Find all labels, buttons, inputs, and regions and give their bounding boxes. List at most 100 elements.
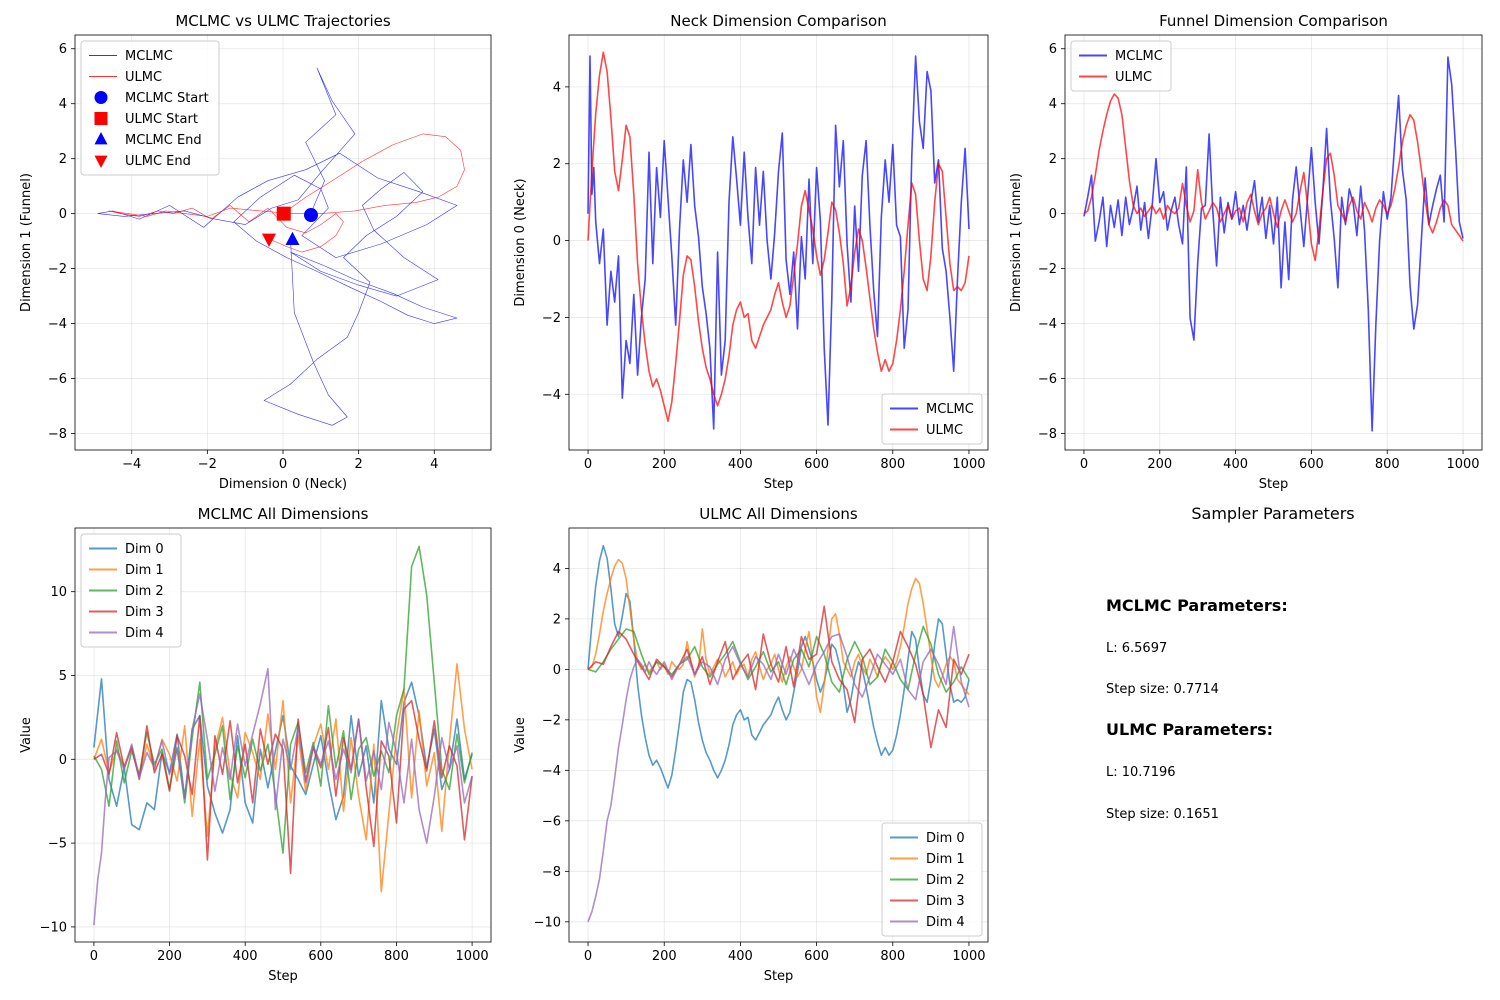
x-axis-label: Step: [764, 477, 794, 492]
legend-label-dim-4: Dim 4: [926, 915, 965, 930]
y-tick-label: −6: [542, 814, 561, 829]
x-tick-label: 800: [880, 457, 905, 472]
legend-label-dim-1: Dim 1: [125, 563, 164, 578]
y-tick-label: 2: [1049, 152, 1057, 167]
y-axis-label: Value: [513, 717, 528, 753]
series-line-mclmc: [97, 67, 458, 426]
y-tick-label: 10: [50, 585, 67, 600]
axes-frame: [74, 527, 492, 943]
marker-ulmc-end: [262, 233, 277, 247]
chart-panel-5: 0 200 400 600 800 1000 −10 −8 −6 −4 −2 0 2 4 ULMC All …: [513, 505, 989, 984]
axes-frame: [1064, 34, 1483, 451]
x-tick-label: 400: [233, 949, 258, 964]
x-tick-label: 1000: [952, 457, 985, 472]
legend-label-mclmc: MCLMC: [125, 49, 173, 64]
marker-mclmc-end: [285, 231, 300, 246]
y-tick-label: −8: [48, 427, 67, 442]
y-tick-label: 2: [553, 157, 561, 172]
x-tick-label: 0: [90, 949, 98, 964]
y-tick-label: −6: [48, 372, 67, 387]
x-tick-label: 0: [584, 949, 592, 964]
y-tick-label: 5: [59, 669, 67, 684]
x-tick-label: 0: [1080, 457, 1088, 472]
y-tick-label: −4: [542, 764, 561, 779]
legend-label-ulmc: ULMC: [1115, 70, 1152, 85]
y-tick-label: −10: [40, 920, 67, 935]
chart-panel-3: 0 200 400 600 800 1000 −8 −6 −4 −2 0 2 4 6 Funnel Dime…: [1009, 12, 1483, 492]
legend-label-ulmc-start: ULMC Start: [125, 112, 198, 127]
series-line-dim-2: [587, 625, 970, 693]
x-axis-label: Step: [1259, 477, 1289, 492]
y-tick-label: 4: [553, 80, 561, 95]
y-axis-label: Dimension 0 (Neck): [513, 178, 528, 306]
series-line-dim-4: [93, 667, 473, 926]
legend: MCLMC ULMC: [1070, 40, 1172, 92]
chart-title: Neck Dimension Comparison: [670, 12, 886, 30]
y-tick-label: −5: [48, 837, 67, 852]
chart-panel-4: 0 200 400 600 800 1000 −10 −5 0 5 10 MCLMC All Dime…: [19, 505, 492, 984]
series-line-dim-3: [93, 699, 473, 875]
mclmc-parameters-heading: MCLMC Parameters:: [1106, 596, 1288, 615]
y-tick-label: 6: [1049, 42, 1057, 57]
y-tick-label: 4: [1049, 97, 1057, 112]
mclmc-step-size: Step size: 0.7714: [1106, 682, 1219, 697]
sampler-parameters-title: Sampler Parameters: [1191, 504, 1354, 523]
legend-label-dim-4: Dim 4: [125, 626, 164, 641]
legend-label-dim-3: Dim 3: [125, 605, 164, 620]
legend-label-mclmc-start: MCLMC Start: [125, 91, 209, 106]
y-tick-label: −2: [542, 713, 561, 728]
axes-frame: [568, 34, 989, 451]
y-tick-label: 2: [59, 152, 67, 167]
sampler-parameters-panel: Sampler Parameters MCLMC Parameters: L: …: [1106, 504, 1355, 822]
y-tick-label: 0: [553, 663, 561, 678]
legend-label-ulmc-end: ULMC End: [125, 154, 191, 169]
x-tick-label: 600: [804, 949, 829, 964]
y-tick-label: 0: [553, 234, 561, 249]
y-tick-label: 0: [59, 753, 67, 768]
y-tick-label: −4: [1038, 317, 1057, 332]
legend-marker-mclmc-start: [94, 91, 108, 104]
marker-mclmc-start: [303, 208, 318, 223]
y-tick-label: 2: [553, 612, 561, 627]
legend-label-ulmc: ULMC: [926, 423, 963, 438]
series-line-dim-3: [587, 605, 970, 749]
y-tick-label: −4: [48, 317, 67, 332]
legend: Dim 0 Dim 1 Dim 2 Dim 3 Dim 4: [80, 533, 182, 648]
y-tick-label: −8: [542, 865, 561, 880]
x-tick-label: 2: [354, 457, 362, 472]
legend-label-mclmc: MCLMC: [1115, 49, 1163, 64]
y-tick-label: −4: [542, 388, 561, 403]
ulmc-l-value: L: 10.7196: [1106, 765, 1176, 780]
x-tick-label: 4: [430, 457, 438, 472]
chart-title: Funnel Dimension Comparison: [1159, 12, 1388, 30]
x-tick-label: −4: [122, 457, 141, 472]
x-tick-label: 200: [652, 457, 677, 472]
marker-ulmc-start: [276, 206, 291, 221]
y-tick-label: −2: [542, 311, 561, 326]
x-axis-label: Step: [764, 969, 794, 984]
legend: MCLMC ULMC: [881, 393, 983, 445]
series-line-mclmc: [587, 55, 970, 430]
chart-title: ULMC All Dimensions: [699, 505, 858, 523]
x-tick-label: 200: [652, 949, 677, 964]
y-axis-label: Dimension 1 (Funnel): [1009, 173, 1024, 312]
x-axis-label: Step: [268, 969, 298, 984]
y-tick-label: −2: [48, 262, 67, 277]
x-tick-label: 0: [584, 457, 592, 472]
legend-label-dim-1: Dim 1: [926, 852, 965, 867]
legend-label-dim-2: Dim 2: [125, 584, 164, 599]
x-tick-label: 600: [1299, 457, 1324, 472]
chart-title: MCLMC vs ULMC Trajectories: [175, 12, 391, 30]
legend-marker-ulmc-start: [94, 112, 108, 125]
x-tick-label: 1000: [456, 949, 489, 964]
legend-label-mclmc: MCLMC: [926, 402, 974, 417]
x-tick-label: 800: [384, 949, 409, 964]
chart-title: MCLMC All Dimensions: [198, 505, 369, 523]
x-tick-label: 800: [1375, 457, 1400, 472]
ulmc-parameters-heading: ULMC Parameters:: [1106, 720, 1273, 739]
legend-label-dim-2: Dim 2: [926, 873, 965, 888]
series-line-ulmc: [587, 51, 970, 423]
x-tick-label: −2: [198, 457, 217, 472]
x-tick-label: 800: [880, 949, 905, 964]
